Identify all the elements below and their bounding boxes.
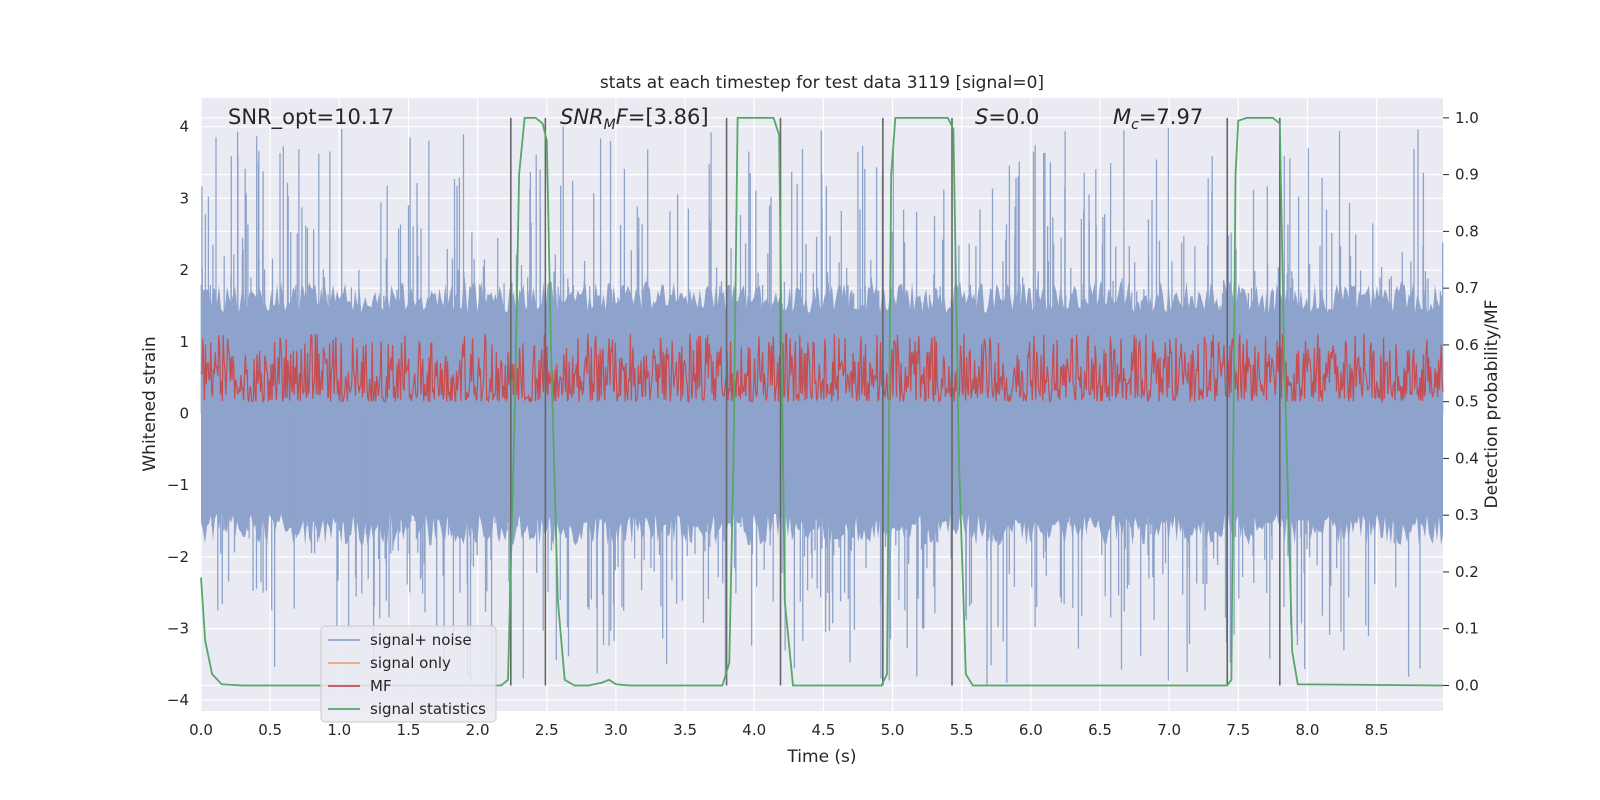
legend-label-signal-only: signal only xyxy=(370,654,451,672)
y2-tick-label: 0.7 xyxy=(1455,279,1479,297)
y2-tick-label: 0.8 xyxy=(1455,222,1479,240)
x-tick-label: 1.5 xyxy=(397,721,421,739)
y-tick-label: 4 xyxy=(179,118,189,136)
x-tick-label: 8.5 xyxy=(1365,721,1389,739)
y2-tick-label: 0.3 xyxy=(1455,506,1479,524)
y2-tick-label: 0.6 xyxy=(1455,336,1479,354)
x-tick-label: 2.0 xyxy=(466,721,490,739)
x-tick-label: 3.0 xyxy=(604,721,628,739)
y-axis-label: Whitened strain xyxy=(140,336,160,471)
x-tick-label: 6.0 xyxy=(1019,721,1043,739)
x-tick-label: 8.0 xyxy=(1296,721,1320,739)
annotation-snr-mf: SNRMF=[3.86] xyxy=(560,105,709,133)
annotation-mc: Mc=7.97 xyxy=(1113,105,1203,133)
legend-label-signal-noise: signal+ noise xyxy=(370,631,472,649)
y2-tick-label: 0.0 xyxy=(1455,676,1479,694)
legend-label-signal-statistics: signal statistics xyxy=(370,700,486,718)
legend-box xyxy=(320,625,497,723)
y-tick-label: 2 xyxy=(179,261,189,279)
y2-tick-label: 0.1 xyxy=(1455,620,1479,638)
y-tick-label: −4 xyxy=(167,691,189,709)
x-tick-label: 2.5 xyxy=(535,721,559,739)
x-tick-label: 0.0 xyxy=(189,721,213,739)
signal-statistics-series xyxy=(200,117,1444,687)
x-tick-label: 5.5 xyxy=(950,721,974,739)
y2-axis-label: Detection probability/MF xyxy=(1482,300,1502,509)
x-tick-label: 6.5 xyxy=(1088,721,1112,739)
y-tick-label: −3 xyxy=(167,620,189,638)
y2-tick-label: 0.2 xyxy=(1455,563,1479,581)
y-tick-label: −2 xyxy=(167,548,189,566)
signal-statistics-line xyxy=(200,117,1444,687)
y-tick-label: 1 xyxy=(179,333,189,351)
x-axis-label: Time (s) xyxy=(786,747,856,767)
x-tick-label: 4.5 xyxy=(811,721,835,739)
x-tick-label: 7.5 xyxy=(1226,721,1250,739)
y-tick-label: 0 xyxy=(179,404,189,422)
x-tick-label: 5.0 xyxy=(881,721,905,739)
legend-label-mf: MF xyxy=(370,677,392,695)
x-tick-label: 7.0 xyxy=(1157,721,1181,739)
y2-tick-label: 1.0 xyxy=(1455,109,1479,127)
x-tick-label: 0.5 xyxy=(258,721,282,739)
mf-line xyxy=(200,332,1444,405)
mf-series xyxy=(200,332,1444,405)
x-tick-label: 4.0 xyxy=(742,721,766,739)
y2-tick-label: 0.9 xyxy=(1455,166,1479,184)
y-tick-labels: 4 3 2 1 0 −1 −2 −3 −4 xyxy=(167,118,189,710)
y2-tick-label: 0.4 xyxy=(1455,449,1479,467)
y2-tick-labels: 1.0 0.9 0.8 0.7 0.6 0.5 0.4 0.3 0.2 0.1 0.0 xyxy=(1443,109,1479,694)
chart-title: stats at each timestep for test data 311… xyxy=(600,73,1044,93)
y-tick-label: 3 xyxy=(179,189,189,207)
legend: signal+ noise signal only MF signal stat… xyxy=(320,625,497,723)
annotation-snr-opt: SNR_opt=10.17 xyxy=(228,105,394,130)
x-tick-label: 3.5 xyxy=(673,721,697,739)
y2-tick-label: 0.5 xyxy=(1455,393,1479,411)
y-tick-label: −1 xyxy=(167,476,189,494)
annotation-s: S=0.0 xyxy=(975,105,1039,129)
x-tick-labels: 0.0 0.5 1.0 1.5 2.0 2.5 3.0 3.5 4.0 4.5 5.0 5.5 6.0 6… xyxy=(189,721,1388,739)
x-tick-label: 1.0 xyxy=(327,721,351,739)
